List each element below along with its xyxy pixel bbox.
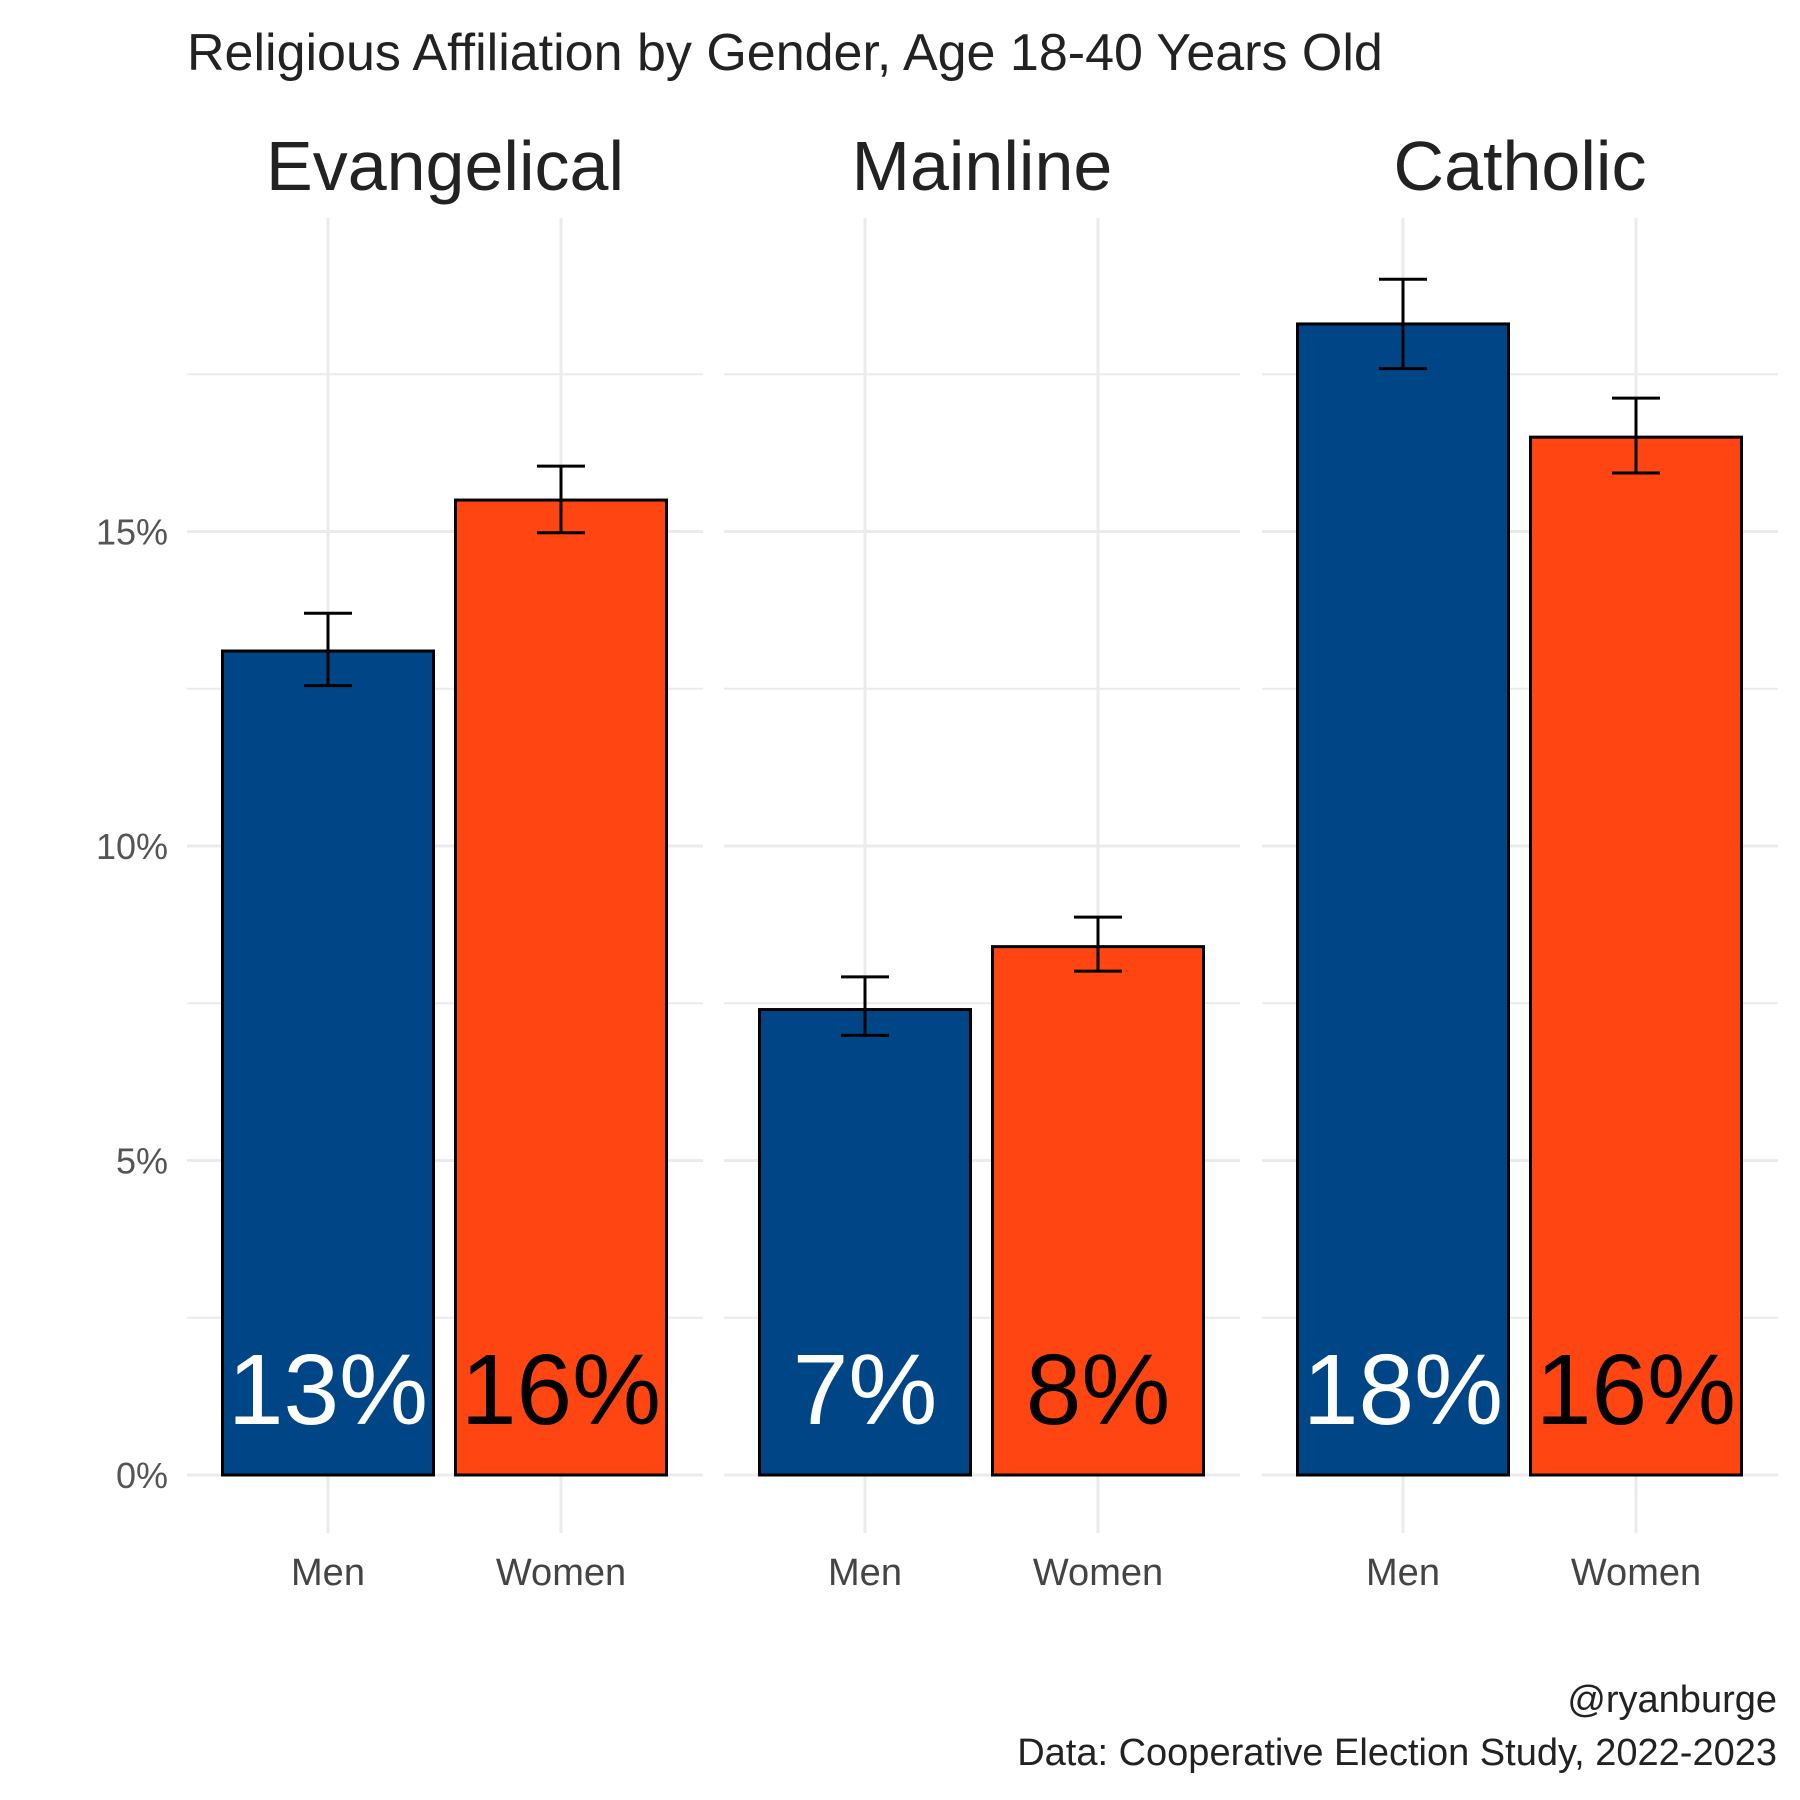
facet-panel-evangelical: Evangelical 13% Men 16% Women [187, 127, 703, 1594]
x-tick-label: Men [291, 1552, 365, 1594]
data-label: 18% [1303, 1334, 1503, 1446]
x-tick-label: Women [1571, 1552, 1701, 1594]
facet-panel-mainline: Mainline 7% Men 8% Women [724, 127, 1240, 1594]
facet-title: Catholic [1394, 127, 1647, 205]
data-label: 16% [461, 1334, 661, 1446]
bar-women [454, 498, 668, 1477]
data-label: 16% [1536, 1334, 1736, 1446]
data-label: 13% [228, 1334, 428, 1446]
data-label: 8% [1026, 1334, 1171, 1446]
facet-panel-catholic: Catholic 18% Men 16% Women [1262, 127, 1778, 1594]
x-tick-label: Men [1366, 1552, 1440, 1594]
caption-source: Data: Cooperative Election Study, 2022-2… [1017, 1732, 1777, 1774]
facet-title: Evangelical [266, 127, 624, 205]
y-tick-label: 10% [96, 826, 168, 867]
bar-women [1529, 435, 1743, 1477]
x-tick-label: Men [828, 1552, 902, 1594]
y-tick-label: 0% [116, 1455, 168, 1496]
bar-women [991, 945, 1205, 1477]
y-tick-label: 5% [116, 1141, 168, 1182]
y-tick-label: 15% [96, 512, 168, 553]
bar-men [1296, 322, 1510, 1477]
chart-title: Religious Affiliation by Gender, Age 18-… [187, 24, 1383, 82]
caption-handle: @ryanburge [1567, 1679, 1777, 1721]
data-label: 7% [793, 1334, 938, 1446]
facet-title: Mainline [852, 127, 1113, 205]
x-tick-label: Women [496, 1552, 626, 1594]
x-tick-label: Women [1033, 1552, 1163, 1594]
bar-men [758, 1008, 972, 1477]
